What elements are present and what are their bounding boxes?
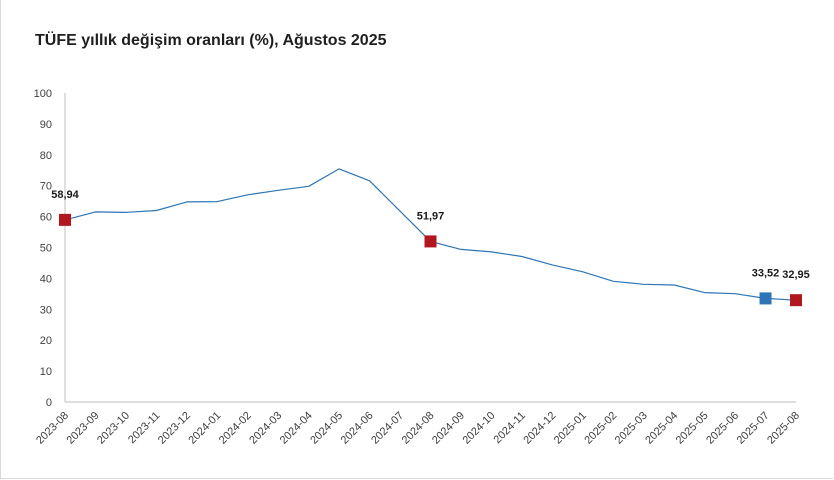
x-tick-label: 2025-02 bbox=[582, 410, 619, 447]
x-tick-label: 2024-02 bbox=[217, 410, 254, 447]
x-tick-label: 2025-03 bbox=[613, 410, 650, 447]
x-tick-label: 2024-09 bbox=[430, 410, 467, 447]
x-tick-label: 2024-07 bbox=[369, 410, 406, 447]
x-tick-label: 2024-12 bbox=[521, 410, 558, 447]
x-tick-label: 2025-07 bbox=[735, 410, 772, 447]
x-tick-label: 2024-01 bbox=[186, 410, 223, 447]
y-tick-label: 60 bbox=[40, 212, 52, 224]
series-line bbox=[64, 168, 797, 301]
x-tick-label: 2024-10 bbox=[461, 410, 498, 447]
x-tick-label: 2023-12 bbox=[156, 410, 193, 447]
x-tick-label: 2023-09 bbox=[65, 410, 102, 447]
x-tick-label: 2025-08 bbox=[765, 410, 802, 447]
x-tick-label: 2025-04 bbox=[643, 410, 680, 447]
x-tick-label: 2024-06 bbox=[339, 410, 376, 447]
data-label: 32,95 bbox=[782, 269, 810, 281]
data-point-marker bbox=[759, 292, 772, 305]
data-point-marker bbox=[424, 235, 437, 248]
data-label: 51,97 bbox=[417, 210, 445, 222]
x-tick-label: 2023-10 bbox=[95, 410, 132, 447]
y-tick-label: 100 bbox=[34, 88, 52, 100]
y-tick-label: 20 bbox=[40, 335, 52, 347]
y-tick-label: 10 bbox=[40, 366, 52, 378]
y-tick-label: 40 bbox=[40, 273, 52, 285]
x-tick-label: 2024-03 bbox=[247, 410, 284, 447]
data-point-marker bbox=[790, 294, 802, 307]
y-tick-label: 70 bbox=[40, 181, 52, 193]
y-tick-label: 50 bbox=[40, 243, 52, 255]
y-tick-label: 0 bbox=[46, 397, 52, 409]
x-tick-label: 2024-04 bbox=[278, 410, 315, 447]
x-tick-label: 2025-05 bbox=[674, 410, 711, 447]
y-tick-label: 80 bbox=[40, 150, 52, 162]
y-tick-label: 90 bbox=[40, 119, 52, 131]
data-label: 58,94 bbox=[51, 189, 79, 201]
x-tick-label: 2024-05 bbox=[308, 410, 345, 447]
data-label: 33,52 bbox=[752, 267, 780, 279]
x-tick-label: 2024-08 bbox=[400, 410, 437, 447]
x-tick-label: 2023-08 bbox=[34, 410, 71, 447]
data-point-marker bbox=[59, 213, 71, 226]
y-tick-label: 30 bbox=[40, 304, 52, 316]
chart-title: TÜFE yıllık değişim oranları (%), Ağusto… bbox=[35, 32, 387, 49]
x-tick-label: 2025-06 bbox=[704, 410, 741, 447]
x-tick-label: 2025-01 bbox=[552, 410, 589, 447]
